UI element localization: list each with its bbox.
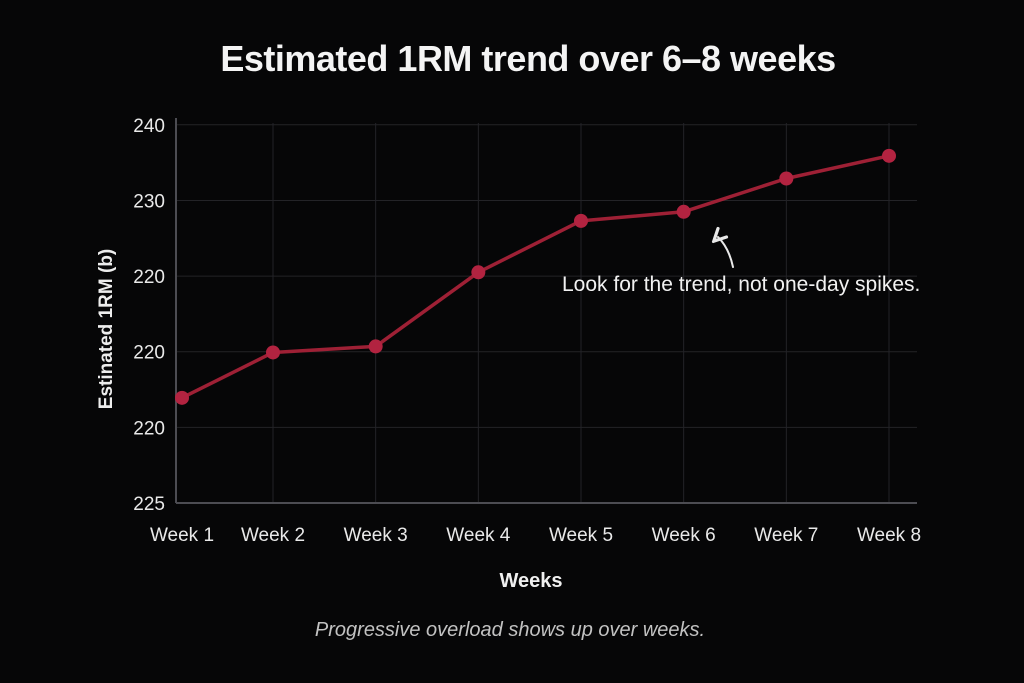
data-point: [266, 345, 280, 360]
x-tick-label: Week 6: [652, 525, 716, 546]
x-tick-label: Week 8: [857, 525, 921, 546]
chart-title: Estimated 1RM trend over 6–8 weeks: [220, 38, 836, 79]
data-point: [882, 148, 896, 163]
y-tick-label: 220: [133, 343, 165, 364]
data-point: [471, 265, 486, 280]
data-point: [779, 171, 794, 186]
data-point: [368, 339, 383, 354]
y-axis-label: Estinated 1RM (b): [96, 248, 117, 410]
y-tick-label: 240: [133, 116, 165, 137]
annotation-text: Look for the trend, not one-day spikes.: [562, 273, 921, 296]
x-axis-label: Weeks: [499, 570, 563, 592]
data-point: [676, 204, 691, 219]
data-point: [175, 390, 189, 405]
curved-arrow-icon: [702, 226, 734, 268]
x-tick-label: Week 3: [344, 525, 408, 546]
x-tick-label: Week 5: [549, 525, 613, 546]
x-tick-label: Week 2: [241, 525, 305, 546]
x-tick-label: Week 1: [150, 525, 214, 546]
caption-text: Progressive overload shows up over weeks…: [314, 619, 706, 641]
x-tick-label: Week 7: [754, 525, 818, 546]
y-tick-label: 220: [133, 418, 165, 439]
trend-line: [181, 154, 890, 400]
y-tick-label: 225: [133, 494, 165, 515]
data-point: [574, 213, 588, 228]
x-tick-label: Week 4: [446, 525, 511, 546]
y-tick-label: 220: [133, 267, 165, 288]
y-tick-label: 230: [133, 191, 165, 212]
